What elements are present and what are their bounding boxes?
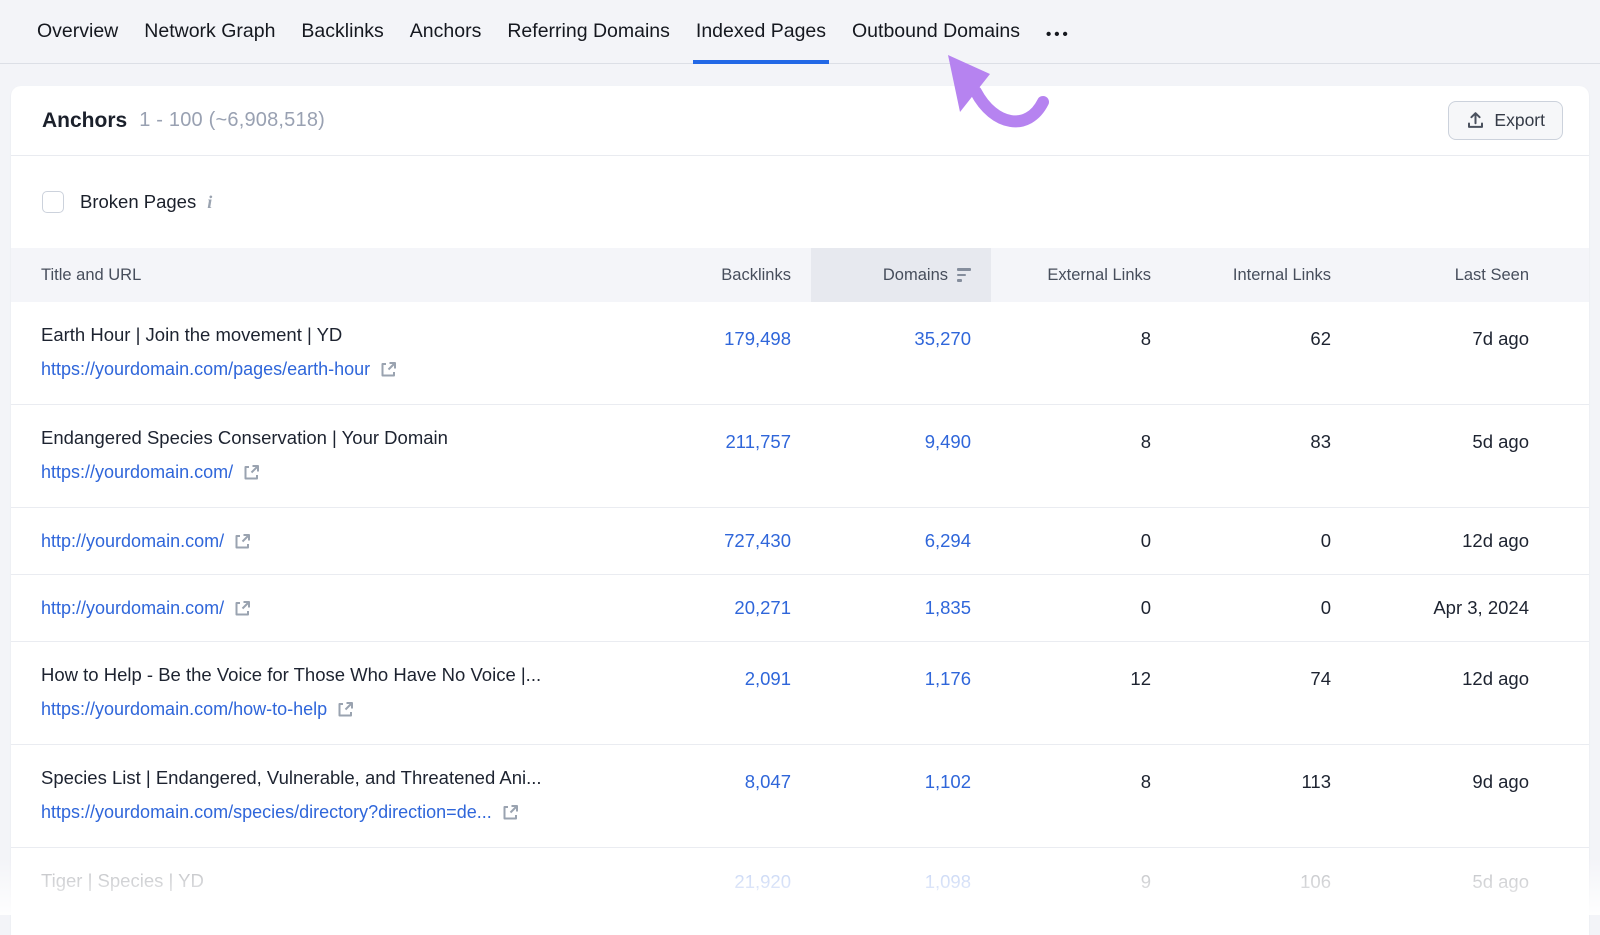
backlinks-count[interactable]: 2,091 — [661, 642, 811, 744]
last-seen-value: 5d ago — [1351, 848, 1589, 915]
table-row: Species List | Endangered, Vulnerable, a… — [11, 745, 1589, 848]
external-link-icon — [379, 360, 398, 379]
result-title: Tiger | Species | YD — [41, 870, 661, 892]
last-seen-value: 9d ago — [1351, 745, 1589, 847]
backlinks-count[interactable]: 211,757 — [661, 405, 811, 507]
internal-links-count: 83 — [1171, 405, 1351, 507]
backlinks-count[interactable]: 20,271 — [661, 575, 811, 641]
export-label: Export — [1494, 110, 1545, 131]
last-seen-value: Apr 3, 2024 — [1351, 575, 1589, 641]
table-row: Endangered Species Conservation | Your D… — [11, 405, 1589, 508]
column-header-backlinks[interactable]: Backlinks — [661, 248, 811, 302]
result-range-count: 1 - 100 (~6,908,518) — [139, 109, 325, 132]
report-tabs-bar: Overview Network Graph Backlinks Anchors… — [0, 0, 1600, 64]
last-seen-value: 12d ago — [1351, 508, 1589, 574]
external-links-count: 12 — [991, 642, 1171, 744]
table-row: http://yourdomain.com/ 727,430 6,294 0 0… — [11, 508, 1589, 575]
result-title: Species List | Endangered, Vulnerable, a… — [41, 767, 661, 789]
page-title: Anchors — [42, 109, 127, 133]
tab-outbound-domains[interactable]: Outbound Domains — [839, 0, 1033, 63]
domains-count[interactable]: 1,102 — [811, 745, 991, 847]
domains-count[interactable]: 1,835 — [811, 575, 991, 641]
filter-row: Broken Pages i — [11, 156, 1589, 248]
external-link-icon — [233, 599, 252, 618]
backlinks-count[interactable]: 179,498 — [661, 302, 811, 404]
internal-links-count: 106 — [1171, 848, 1351, 915]
info-icon[interactable]: i — [207, 192, 212, 213]
anchors-report-card: Anchors 1 - 100 (~6,908,518) Export Brok… — [11, 86, 1589, 935]
table-row: Earth Hour | Join the movement | YD http… — [11, 302, 1589, 405]
tab-network-graph[interactable]: Network Graph — [131, 0, 288, 63]
last-seen-value: 5d ago — [1351, 405, 1589, 507]
export-button[interactable]: Export — [1448, 101, 1563, 140]
column-header-internal-links[interactable]: Internal Links — [1171, 248, 1351, 302]
external-link-icon — [336, 700, 355, 719]
broken-pages-label: Broken Pages — [80, 191, 196, 213]
internal-links-count: 113 — [1171, 745, 1351, 847]
table-body: Earth Hour | Join the movement | YD http… — [11, 302, 1589, 915]
table-row: http://yourdomain.com/ 20,271 1,835 0 0 … — [11, 575, 1589, 642]
table-header-row: Title and URL Backlinks Domains External… — [11, 248, 1589, 302]
external-links-count: 8 — [991, 405, 1171, 507]
backlinks-count[interactable]: 8,047 — [661, 745, 811, 847]
tab-anchors[interactable]: Anchors — [397, 0, 495, 63]
result-url-link[interactable]: https://yourdomain.com/ — [41, 462, 661, 483]
column-header-last-seen[interactable]: Last Seen — [1351, 248, 1589, 302]
external-link-icon — [233, 532, 252, 551]
result-title: Earth Hour | Join the movement | YD — [41, 324, 661, 346]
tab-referring-domains[interactable]: Referring Domains — [494, 0, 683, 63]
upload-icon — [1466, 111, 1485, 130]
card-header: Anchors 1 - 100 (~6,908,518) Export — [11, 86, 1589, 156]
tab-backlinks[interactable]: Backlinks — [288, 0, 396, 63]
result-url-link[interactable]: https://yourdomain.com/how-to-help — [41, 699, 661, 720]
result-url-link[interactable]: https://yourdomain.com/pages/earth-hour — [41, 359, 661, 380]
domains-count[interactable]: 6,294 — [811, 508, 991, 574]
domains-count[interactable]: 1,176 — [811, 642, 991, 744]
internal-links-count: 62 — [1171, 302, 1351, 404]
external-links-count: 9 — [991, 848, 1171, 915]
result-title: How to Help - Be the Voice for Those Who… — [41, 664, 661, 686]
external-links-count: 8 — [991, 745, 1171, 847]
table-row: Tiger | Species | YD 21,920 1,098 9 106 … — [11, 848, 1589, 915]
column-header-external-links[interactable]: External Links — [991, 248, 1171, 302]
domains-count[interactable]: 35,270 — [811, 302, 991, 404]
more-tabs-icon[interactable]: ••• — [1033, 0, 1084, 63]
external-links-count: 0 — [991, 575, 1171, 641]
column-header-domains-sorted[interactable]: Domains — [811, 248, 991, 302]
table-row: How to Help - Be the Voice for Those Who… — [11, 642, 1589, 745]
result-title: Endangered Species Conservation | Your D… — [41, 427, 661, 449]
internal-links-count: 74 — [1171, 642, 1351, 744]
tab-indexed-pages[interactable]: Indexed Pages — [683, 0, 839, 63]
external-link-icon — [242, 463, 261, 482]
internal-links-count: 0 — [1171, 508, 1351, 574]
backlinks-count[interactable]: 21,920 — [661, 848, 811, 915]
external-link-icon — [501, 803, 520, 822]
external-links-count: 0 — [991, 508, 1171, 574]
sort-desc-icon — [957, 268, 971, 282]
domains-count[interactable]: 1,098 — [811, 848, 991, 915]
result-url-link[interactable]: http://yourdomain.com/ — [41, 531, 661, 552]
internal-links-count: 0 — [1171, 575, 1351, 641]
tab-overview[interactable]: Overview — [24, 0, 131, 63]
domains-count[interactable]: 9,490 — [811, 405, 991, 507]
last-seen-value: 7d ago — [1351, 302, 1589, 404]
result-url-link[interactable]: https://yourdomain.com/species/directory… — [41, 802, 661, 823]
last-seen-value: 12d ago — [1351, 642, 1589, 744]
broken-pages-checkbox[interactable] — [42, 191, 64, 213]
column-header-title-url[interactable]: Title and URL — [11, 248, 661, 302]
result-url-link[interactable]: http://yourdomain.com/ — [41, 598, 661, 619]
backlinks-count[interactable]: 727,430 — [661, 508, 811, 574]
external-links-count: 8 — [991, 302, 1171, 404]
